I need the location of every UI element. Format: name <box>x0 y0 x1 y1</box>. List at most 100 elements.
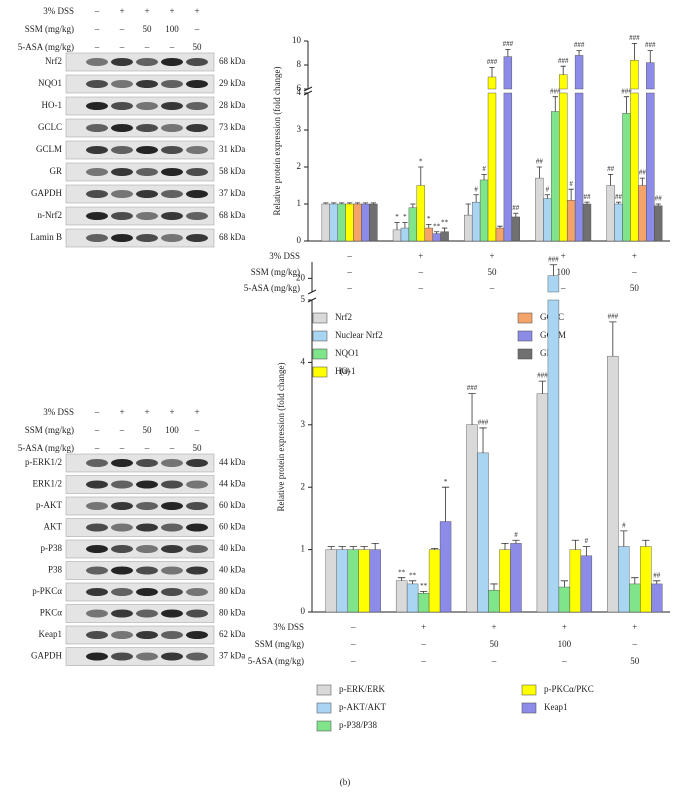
blot-lane-value: – <box>119 443 125 453</box>
blot-size-label: 44 kDa <box>219 457 245 467</box>
blot-band <box>186 124 208 132</box>
bar <box>361 203 370 242</box>
blot-band <box>136 168 158 176</box>
blot-band <box>111 588 133 596</box>
condition-value: – <box>491 656 497 666</box>
blot-band <box>186 652 208 661</box>
blot-lane-value: 50 <box>143 425 153 435</box>
blot-band <box>111 124 133 132</box>
legend-label: p-PKCα/PKC <box>544 684 594 694</box>
blot-band <box>86 58 108 66</box>
blot-band <box>86 102 108 110</box>
blot-band <box>161 652 183 661</box>
bar <box>487 92 497 242</box>
error-bar <box>346 202 353 204</box>
blot-lane-value: + <box>119 407 124 417</box>
condition-value: – <box>350 639 356 649</box>
blot-size-label: 62 kDa <box>219 629 245 639</box>
blot-protein-label: GCLC <box>38 122 62 132</box>
blot-band <box>186 609 208 618</box>
bar <box>640 546 652 613</box>
blot-band <box>111 146 133 154</box>
bar <box>424 227 433 242</box>
legend-label: HO-1 <box>335 366 356 376</box>
blot-band <box>161 523 183 532</box>
significance-mark: # <box>474 185 478 193</box>
condition-value: – <box>418 267 424 277</box>
bar <box>488 589 500 613</box>
blot-protein-label: p-ERK1/2 <box>25 457 62 467</box>
bar <box>547 299 560 613</box>
bar <box>574 55 584 90</box>
blot-protein-label: Lamin B <box>30 232 62 242</box>
bar <box>417 593 430 613</box>
error-bar <box>465 203 471 216</box>
bar <box>400 227 410 242</box>
blot-band <box>136 523 158 532</box>
bar <box>440 231 449 242</box>
significance-mark: ** <box>398 568 406 576</box>
blot-band <box>186 545 208 553</box>
error-bar <box>441 486 450 522</box>
bar <box>558 586 571 613</box>
significance-mark: ### <box>548 255 559 263</box>
bar <box>392 229 402 242</box>
blot-header-label: 5-ASA (mg/kg) <box>18 42 74 52</box>
significance-mark: ## <box>639 169 647 177</box>
significance-mark: ** <box>409 571 417 579</box>
error-bar <box>434 231 440 234</box>
condition-value: – <box>489 283 495 293</box>
bar <box>651 583 663 613</box>
bar <box>369 203 378 242</box>
significance-mark: ### <box>550 87 561 95</box>
blot-lane-value: – <box>94 443 100 453</box>
bar <box>511 216 520 242</box>
blot-lane-value: – <box>169 42 175 52</box>
blot-band <box>186 102 208 110</box>
error-bar <box>327 546 335 550</box>
blot-band <box>86 609 108 618</box>
legend-swatch <box>316 702 332 714</box>
error-bar <box>441 227 448 232</box>
condition-value: – <box>420 639 426 649</box>
blot-band <box>86 146 108 154</box>
y-tick-label: 3 <box>301 419 306 429</box>
bar <box>559 74 568 90</box>
blot-band <box>136 588 158 596</box>
blot-band <box>161 212 183 220</box>
blot-band <box>111 566 133 575</box>
blot-protein-label: P38 <box>48 565 63 575</box>
error-bar <box>354 202 361 204</box>
condition-value: + <box>421 622 426 632</box>
blot-band <box>111 545 133 553</box>
y-axis-label: Relative protein expression (fold change… <box>276 363 286 512</box>
bar <box>646 92 655 242</box>
error-bar <box>647 50 653 63</box>
condition-value: 50 <box>488 267 498 277</box>
blot-header-label: 5-ASA (mg/kg) <box>18 443 74 453</box>
blot-band <box>111 480 133 489</box>
bar <box>471 201 481 242</box>
significance-mark: ### <box>487 58 498 66</box>
significance-mark: ### <box>608 312 619 320</box>
significance-mark: ### <box>467 384 478 392</box>
significance-mark: ### <box>645 41 656 49</box>
legend-swatch <box>517 348 533 360</box>
blot-protein-label: p-P38 <box>40 543 62 553</box>
error-bar <box>501 542 509 550</box>
error-bar <box>568 188 574 201</box>
blot-lane-value: – <box>144 42 150 52</box>
error-bar <box>536 166 543 179</box>
y-tick-label: 1 <box>297 198 302 208</box>
blot-size-label: 40 kDa <box>219 543 245 553</box>
bar <box>477 452 489 613</box>
bar <box>536 393 549 613</box>
error-bar <box>426 223 432 229</box>
blot-band <box>186 190 208 198</box>
blot-band <box>161 190 183 198</box>
blot-band <box>186 566 208 575</box>
error-bar <box>489 67 495 77</box>
significance-mark: ## <box>655 195 663 203</box>
error-bar <box>655 203 661 206</box>
